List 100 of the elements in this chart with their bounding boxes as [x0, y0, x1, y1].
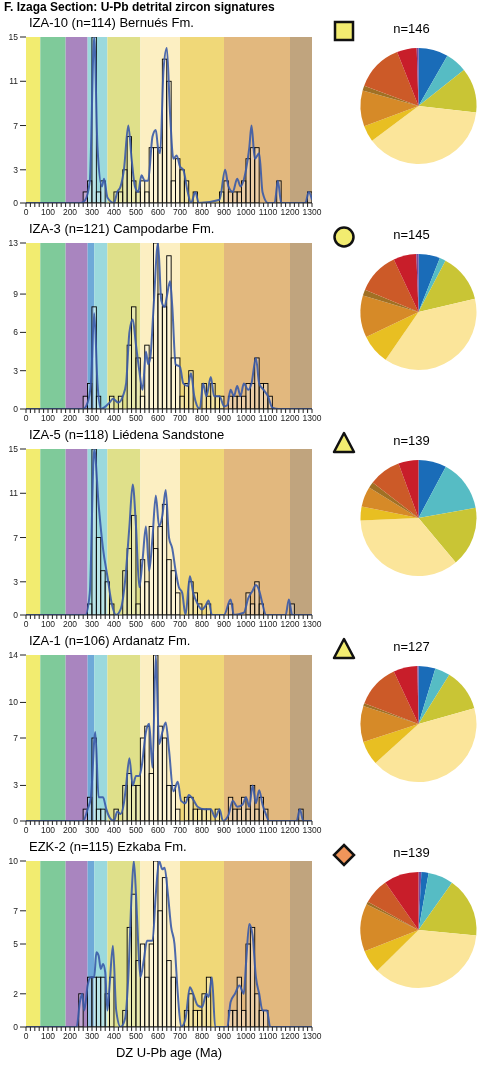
- y-tick-label: 6: [13, 327, 19, 338]
- x-tick-label: 1300: [302, 1031, 322, 1042]
- y-tick-label: 14: [8, 650, 19, 661]
- y-tick-label: 11: [9, 76, 19, 87]
- x-tick-label: 200: [62, 825, 78, 836]
- x-tick-label: 700: [172, 619, 188, 630]
- y-tick-label: 7: [13, 905, 19, 916]
- x-tick-label: 500: [128, 1031, 144, 1042]
- chart-title: IZA-10 (n=114) Bernués Fm.: [28, 15, 195, 31]
- x-tick-label: 800: [194, 619, 210, 630]
- y-tick-label: 0: [13, 816, 19, 827]
- x-tick-label: 100: [40, 1031, 56, 1042]
- x-tick-label: 1200: [280, 619, 300, 630]
- x-tick-label: 1100: [258, 1031, 278, 1042]
- x-tick-label: 1000: [236, 619, 256, 630]
- y-tick-label: 3: [13, 780, 19, 791]
- x-tick-label: 900: [216, 825, 232, 836]
- x-tick-label: 800: [194, 413, 210, 424]
- y-tick-label: 0: [13, 610, 19, 621]
- y-tick-label: 7: [13, 733, 19, 744]
- chart-title: IZA-1 (n=106) Ardanatz Fm.: [28, 633, 192, 649]
- x-tick-label: 700: [172, 825, 188, 836]
- x-tick-label: 400: [106, 207, 122, 218]
- x-tick-label: 1200: [280, 413, 300, 424]
- chart-title: n=145: [392, 227, 431, 242]
- y-tick-label: 0: [13, 404, 19, 415]
- x-tick-label: 400: [106, 619, 122, 630]
- y-tick-label: 9: [13, 289, 19, 300]
- y-tick-label: 3: [13, 576, 19, 587]
- x-axis-title: DZ U-Pb age (Ma): [114, 1045, 224, 1062]
- y-tick-label: 3: [13, 365, 19, 376]
- x-tick-label: 400: [106, 825, 122, 836]
- chart-title: IZA-3 (n=121) Campodarbe Fm.: [28, 221, 216, 237]
- x-tick-label: 500: [128, 207, 144, 218]
- x-tick-label: 1200: [280, 825, 300, 836]
- y-tick-label: 0: [13, 198, 19, 209]
- x-tick-label: 1100: [258, 413, 278, 424]
- x-tick-label: 700: [172, 413, 188, 424]
- x-tick-label: 200: [62, 619, 78, 630]
- x-tick-label: 800: [194, 1031, 210, 1042]
- y-tick-label: 10: [8, 856, 19, 867]
- x-tick-label: 500: [128, 825, 144, 836]
- y-tick-label: 10: [8, 697, 19, 708]
- x-tick-label: 300: [84, 413, 100, 424]
- x-tick-label: 600: [150, 619, 166, 630]
- chart-title: IZA-5 (n=118) Liédena Sandstone: [28, 427, 226, 443]
- x-tick-label: 300: [84, 825, 100, 836]
- x-tick-label: 600: [150, 825, 166, 836]
- x-tick-label: 800: [194, 825, 210, 836]
- y-tick-label: 3: [13, 164, 19, 175]
- chart-title: n=146: [392, 21, 431, 36]
- y-tick-label: 7: [13, 120, 19, 131]
- text: F. Izaga Section: U-Pb detrital zircon signatures: [3, 0, 276, 15]
- x-tick-label: 0: [23, 619, 29, 630]
- x-tick-label: 1000: [236, 207, 256, 218]
- x-tick-label: 100: [40, 413, 56, 424]
- x-tick-label: 900: [216, 413, 232, 424]
- chart-title: n=139: [392, 845, 431, 860]
- x-tick-label: 0: [23, 825, 29, 836]
- x-tick-label: 100: [40, 619, 56, 630]
- x-tick-label: 1300: [302, 825, 322, 836]
- x-tick-label: 0: [23, 413, 29, 424]
- x-tick-label: 1000: [236, 1031, 256, 1042]
- x-tick-label: 900: [216, 1031, 232, 1042]
- x-tick-label: 100: [40, 207, 56, 218]
- y-tick-label: 7: [13, 532, 19, 543]
- x-tick-label: 1100: [258, 825, 278, 836]
- x-tick-label: 1000: [236, 413, 256, 424]
- x-tick-label: 700: [172, 207, 188, 218]
- x-tick-label: 600: [150, 413, 166, 424]
- x-tick-label: 500: [128, 619, 144, 630]
- y-tick-label: 13: [8, 238, 19, 249]
- x-tick-label: 300: [84, 619, 100, 630]
- x-tick-label: 1300: [302, 207, 322, 218]
- x-tick-label: 200: [62, 413, 78, 424]
- y-tick-label: 11: [9, 488, 19, 499]
- x-tick-label: 0: [23, 207, 29, 218]
- chart-title: n=139: [392, 433, 431, 448]
- x-tick-label: 600: [150, 1031, 166, 1042]
- x-tick-label: 1300: [302, 619, 322, 630]
- x-tick-label: 600: [150, 207, 166, 218]
- x-tick-label: 1200: [280, 1031, 300, 1042]
- x-tick-label: 500: [128, 413, 144, 424]
- x-tick-label: 300: [84, 207, 100, 218]
- chart-title: n=127: [392, 639, 431, 654]
- x-tick-label: 700: [172, 1031, 188, 1042]
- x-tick-label: 1100: [258, 619, 278, 630]
- x-tick-label: 900: [216, 207, 232, 218]
- x-tick-label: 100: [40, 825, 56, 836]
- x-tick-label: 400: [106, 413, 122, 424]
- x-tick-label: 800: [194, 207, 210, 218]
- x-tick-label: 200: [62, 1031, 78, 1042]
- y-tick-label: 5: [13, 939, 19, 950]
- x-tick-label: 400: [106, 1031, 122, 1042]
- x-tick-label: 1200: [280, 207, 300, 218]
- y-tick-label: 15: [8, 444, 19, 455]
- chart-title: EZK-2 (n=115) Ezkaba Fm.: [28, 839, 188, 855]
- y-tick-label: 15: [8, 32, 19, 43]
- x-tick-label: 300: [84, 1031, 100, 1042]
- x-tick-label: 1000: [236, 825, 256, 836]
